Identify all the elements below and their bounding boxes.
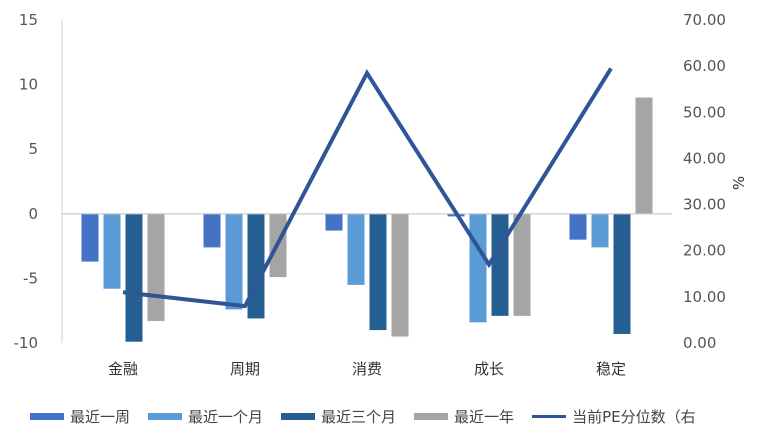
bar-3-3 bbox=[369, 213, 387, 331]
left-tick-label: 0 bbox=[28, 205, 38, 223]
pe-percentile-line bbox=[122, 67, 613, 309]
bar-3-2 bbox=[247, 213, 265, 319]
bar-1-1 bbox=[81, 213, 99, 262]
bar-3-1 bbox=[125, 213, 143, 342]
bar-2-2 bbox=[225, 213, 243, 310]
bar-2-1 bbox=[103, 213, 121, 289]
bar-4-1 bbox=[147, 213, 165, 322]
bar-2-5 bbox=[591, 213, 609, 248]
bar-4-3 bbox=[391, 213, 409, 337]
legend-label: 当前PE分位数（右 bbox=[572, 407, 696, 426]
legend-swatch bbox=[148, 412, 183, 420]
category-label: 周期 bbox=[230, 360, 260, 378]
legend-label: 最近三个月 bbox=[321, 407, 397, 426]
bar-1-2 bbox=[203, 213, 221, 248]
right-tick-label: 70.00 bbox=[683, 11, 726, 29]
category-label: 成长 bbox=[474, 360, 504, 378]
legend-swatch bbox=[532, 414, 567, 418]
left-tick-label: 5 bbox=[28, 140, 38, 158]
category-label: 金融 bbox=[108, 360, 138, 378]
right-tick-label: 60.00 bbox=[683, 57, 726, 75]
bar-2-3 bbox=[347, 213, 365, 285]
left-axis: 15 10 5 0 -5 -10 bbox=[14, 11, 63, 352]
legend-swatch bbox=[281, 412, 316, 420]
right-tick-label: 20.00 bbox=[683, 242, 726, 260]
right-axis: 70.00 60.00 50.00 40.00 30.00 20.00 10.00 0.00 bbox=[683, 11, 726, 352]
bar-3-4 bbox=[491, 213, 509, 316]
bar-4-5 bbox=[635, 97, 653, 214]
bar-1-5 bbox=[569, 213, 587, 240]
legend-label: 最近一年 bbox=[454, 407, 515, 426]
pe-line bbox=[122, 67, 613, 309]
left-tick-label: 15 bbox=[19, 11, 38, 29]
right-axis-unit: % bbox=[730, 176, 748, 190]
category-label: 稳定 bbox=[596, 360, 626, 378]
right-tick-label: 0.00 bbox=[683, 334, 716, 352]
category-label: 消费 bbox=[352, 360, 382, 378]
left-tick-label: -5 bbox=[23, 269, 38, 287]
legend: 最近一周 最近一个月 最近三个月 最近一年 当前PE分位数（右 bbox=[30, 402, 696, 430]
bar-1-3 bbox=[325, 213, 343, 231]
bar-3-5 bbox=[613, 213, 631, 334]
right-tick-label: 50.00 bbox=[683, 103, 726, 121]
legend-swatch bbox=[414, 412, 449, 420]
category-labels: 金融 周期 消费 成长 稳定 bbox=[108, 360, 626, 378]
right-tick-label: 40.00 bbox=[683, 149, 726, 167]
left-tick-label: 10 bbox=[19, 76, 38, 94]
legend-item: 最近一年 bbox=[414, 406, 514, 427]
legend-label: 最近一周 bbox=[70, 407, 131, 426]
legend-swatch bbox=[30, 412, 64, 420]
bar-2-4 bbox=[469, 213, 487, 323]
legend-label: 最近一个月 bbox=[188, 407, 264, 426]
bars bbox=[81, 97, 653, 342]
legend-item: 最近三个月 bbox=[281, 406, 396, 427]
legend-item: 最近一周 bbox=[30, 406, 130, 427]
legend-item: 当前PE分位数（右 bbox=[532, 406, 696, 427]
right-tick-label: 10.00 bbox=[683, 288, 726, 306]
legend-item: 最近一个月 bbox=[148, 406, 263, 427]
right-tick-label: 30.00 bbox=[683, 196, 726, 214]
left-tick-label: -10 bbox=[14, 334, 39, 352]
bar-4-4 bbox=[513, 213, 531, 316]
